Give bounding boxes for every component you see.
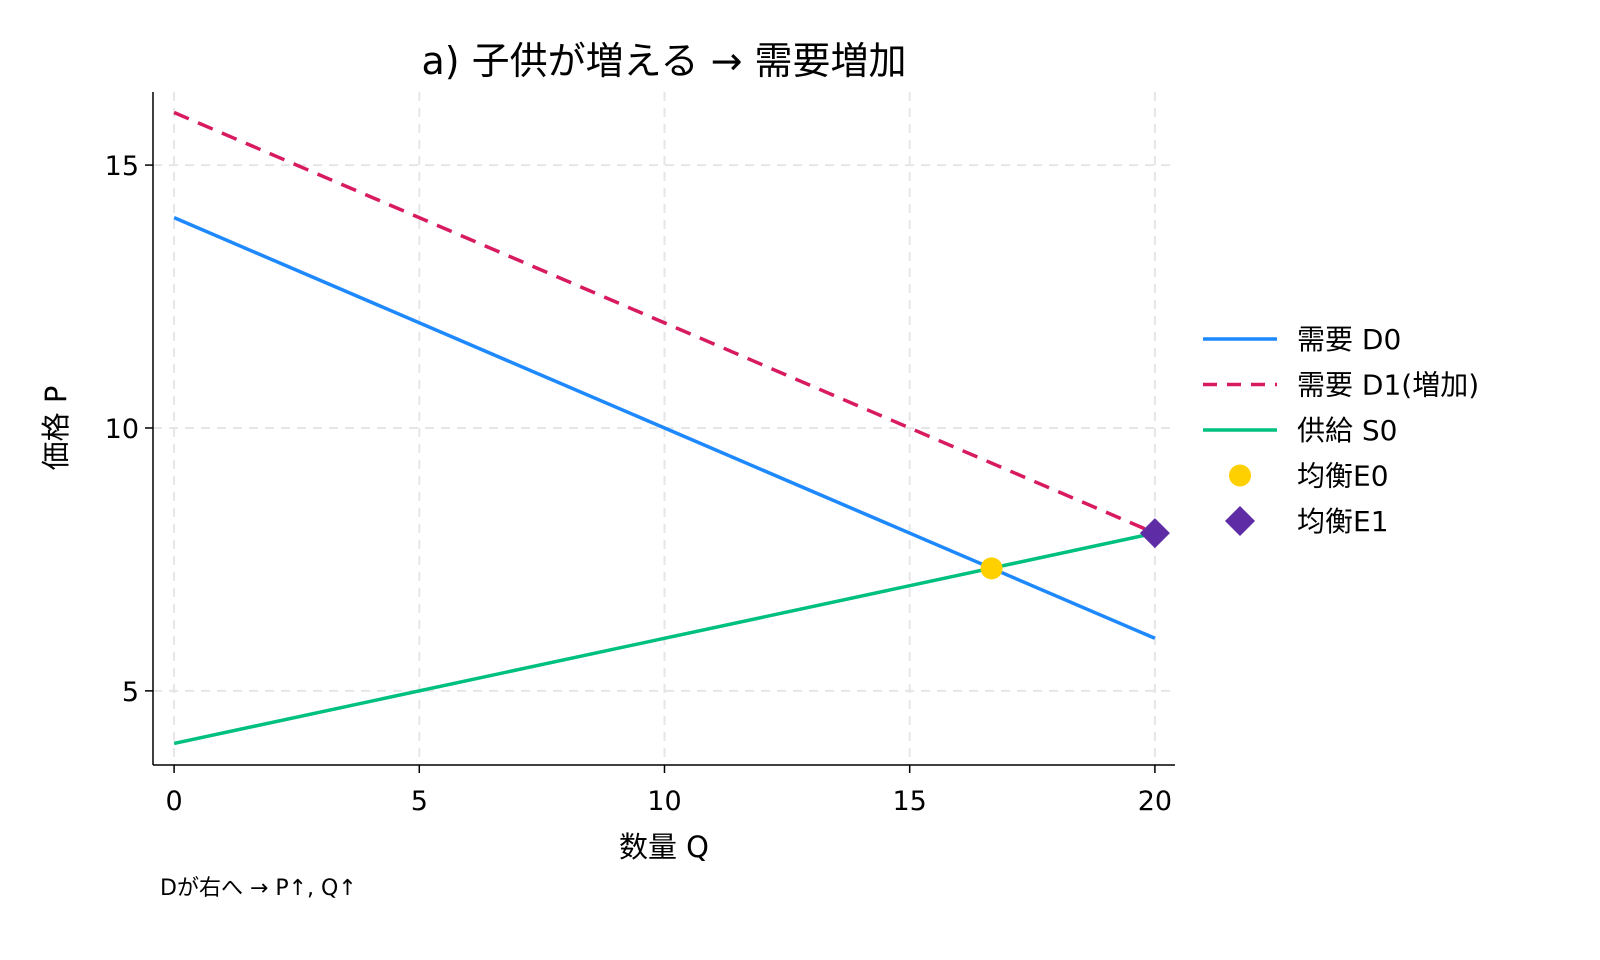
chart-title: a) 子供が増える → 需要増加 — [421, 39, 906, 83]
y-tick-label: 10 — [105, 414, 139, 445]
legend: 需要 D0 需要 D1(増加) 供給 S0 均衡E0 均衡E1 — [1203, 323, 1479, 538]
series-3-point — [980, 557, 1003, 580]
legend-swatch — [1229, 464, 1251, 487]
legend-label: 供給 S0 — [1297, 414, 1398, 447]
ticks: 0 5 10 15 20 5 10 15 — [105, 151, 1172, 817]
x-tick-label: 10 — [647, 786, 681, 817]
legend-label: 均衡E1 — [1297, 505, 1389, 538]
x-tick-label: 15 — [893, 786, 927, 817]
legend-swatch — [1225, 506, 1255, 536]
y-axis-label: 価格 P — [39, 386, 73, 471]
series-layer — [173, 110, 1170, 746]
x-axis-label: 数量 Q — [619, 830, 709, 864]
legend-label: 需要 D0 — [1297, 323, 1401, 356]
x-tick-label: 0 — [165, 786, 182, 817]
legend-label: 均衡E0 — [1297, 460, 1389, 493]
series-1-line — [173, 110, 1156, 535]
series-4-point — [1139, 518, 1170, 549]
y-tick-label: 15 — [105, 151, 139, 182]
legend-label: 需要 D1(増加) — [1297, 369, 1479, 402]
x-tick-label: 20 — [1138, 786, 1172, 817]
x-tick-label: 5 — [411, 786, 428, 817]
y-tick-label: 5 — [122, 677, 139, 708]
chart-caption: Dが右へ → P↑, Q↑ — [160, 876, 357, 901]
